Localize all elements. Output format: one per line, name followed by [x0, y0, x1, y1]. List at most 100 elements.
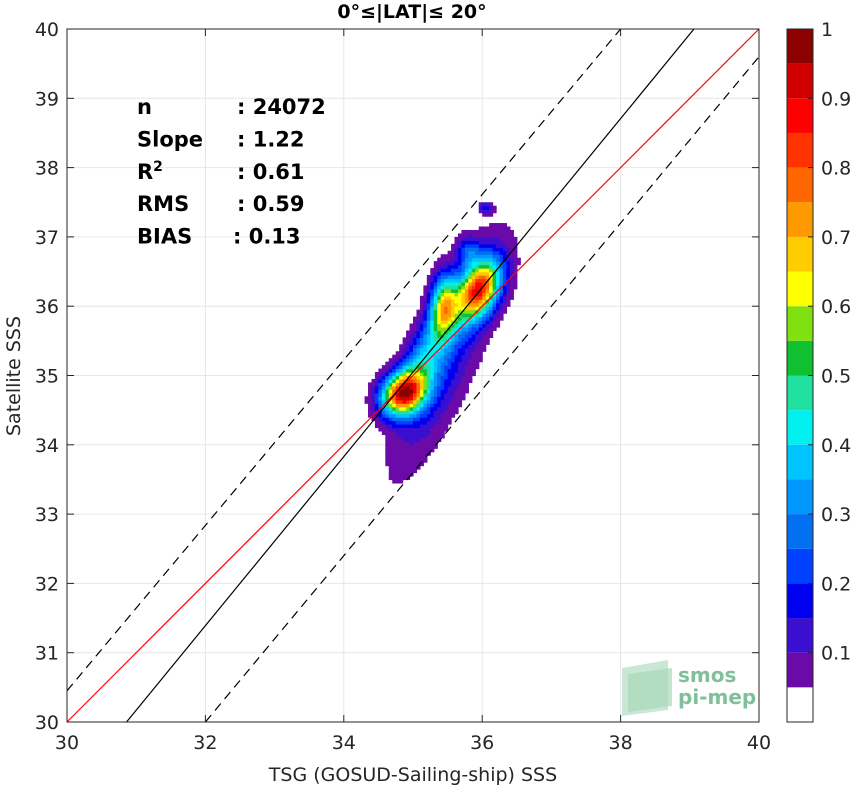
density-cell	[464, 365, 469, 370]
density-cell	[461, 316, 466, 321]
density-cell	[426, 295, 431, 300]
density-cell	[454, 261, 459, 266]
density-cell	[447, 326, 452, 332]
density-cell	[392, 451, 397, 456]
density-cell	[464, 264, 469, 269]
density-cell	[509, 257, 514, 262]
density-cell	[478, 326, 483, 332]
density-cell	[451, 316, 456, 321]
density-cell	[399, 392, 404, 397]
density-cell	[440, 320, 445, 325]
density-cell	[454, 295, 459, 300]
density-cell	[399, 375, 404, 380]
density-cell	[423, 396, 428, 401]
density-cell	[437, 375, 442, 380]
density-cell	[457, 347, 463, 352]
density-cell	[506, 292, 511, 297]
density-cell	[395, 451, 400, 456]
density-cell	[454, 271, 459, 276]
density-cell	[478, 333, 483, 338]
density-cell	[471, 326, 476, 332]
density-cell	[444, 302, 449, 307]
density-cell	[406, 351, 411, 356]
density-cell	[413, 368, 418, 373]
density-cell	[485, 316, 490, 321]
colorbar-segment	[787, 652, 813, 688]
density-cell	[457, 365, 463, 370]
stat-value: : 1.22	[237, 127, 305, 151]
density-cell	[419, 430, 424, 435]
density-cell	[392, 372, 397, 377]
colorbar-tick-label: 1	[821, 19, 833, 41]
density-cell	[475, 264, 480, 269]
density-cell	[485, 202, 490, 207]
density-cell	[395, 368, 400, 373]
density-cell	[492, 313, 497, 318]
density-cell	[457, 372, 463, 377]
density-cell	[513, 243, 518, 248]
density-cell	[413, 406, 418, 411]
density-cell	[509, 240, 514, 245]
density-cell	[426, 323, 431, 328]
density-cell	[461, 320, 466, 325]
density-cell	[461, 361, 466, 366]
density-cell	[426, 344, 431, 349]
density-cell	[409, 378, 414, 384]
density-cell	[416, 420, 421, 425]
density-cell	[447, 271, 452, 276]
density-cell	[409, 365, 414, 370]
density-cell	[409, 396, 414, 401]
density-cell	[430, 323, 435, 328]
density-cell	[392, 475, 397, 481]
density-cell	[485, 240, 490, 245]
density-cell	[489, 281, 494, 287]
density-cell	[482, 281, 487, 287]
density-cell	[402, 444, 407, 449]
density-cell	[409, 361, 414, 366]
density-cell	[492, 223, 497, 228]
density-cell	[426, 410, 431, 415]
colorbar-tick-label: 0.3	[821, 504, 851, 526]
density-cell	[423, 455, 428, 460]
density-cell	[478, 330, 483, 335]
density-cell	[461, 268, 466, 273]
density-cell	[423, 424, 428, 429]
density-cell	[454, 309, 459, 314]
density-cell	[468, 250, 473, 255]
density-cell	[413, 382, 418, 387]
density-cell	[430, 365, 435, 370]
density-cell	[419, 434, 424, 439]
density-cell	[489, 261, 494, 266]
density-cell	[509, 264, 514, 269]
density-cell	[416, 333, 421, 338]
density-cell	[444, 306, 449, 311]
density-cell	[461, 351, 466, 356]
density-cell	[406, 417, 411, 422]
density-cell	[371, 406, 376, 411]
x-axis-label: TSG (GOSUD-Sailing-ship) SSS	[268, 764, 557, 786]
density-cell	[381, 406, 386, 411]
density-cell	[395, 472, 400, 477]
density-cell	[502, 306, 508, 311]
density-cell	[392, 420, 397, 425]
density-cell	[502, 254, 508, 259]
density-cell	[440, 306, 445, 311]
density-cell	[468, 275, 473, 280]
density-cell	[451, 375, 456, 380]
density-cell	[499, 302, 504, 307]
density-cell	[374, 417, 379, 422]
density-cell	[499, 268, 504, 273]
density-cell	[433, 323, 438, 328]
density-cell	[392, 472, 397, 477]
density-cell	[485, 236, 490, 241]
density-cell	[496, 261, 501, 266]
density-cell	[471, 292, 476, 297]
density-cell	[430, 392, 435, 397]
density-cell	[447, 292, 452, 297]
colorbar-segment	[787, 132, 813, 168]
density-cell	[464, 313, 469, 318]
density-cell	[388, 475, 393, 481]
density-cell	[419, 399, 424, 404]
density-cell	[499, 254, 504, 259]
density-cell	[482, 278, 487, 283]
